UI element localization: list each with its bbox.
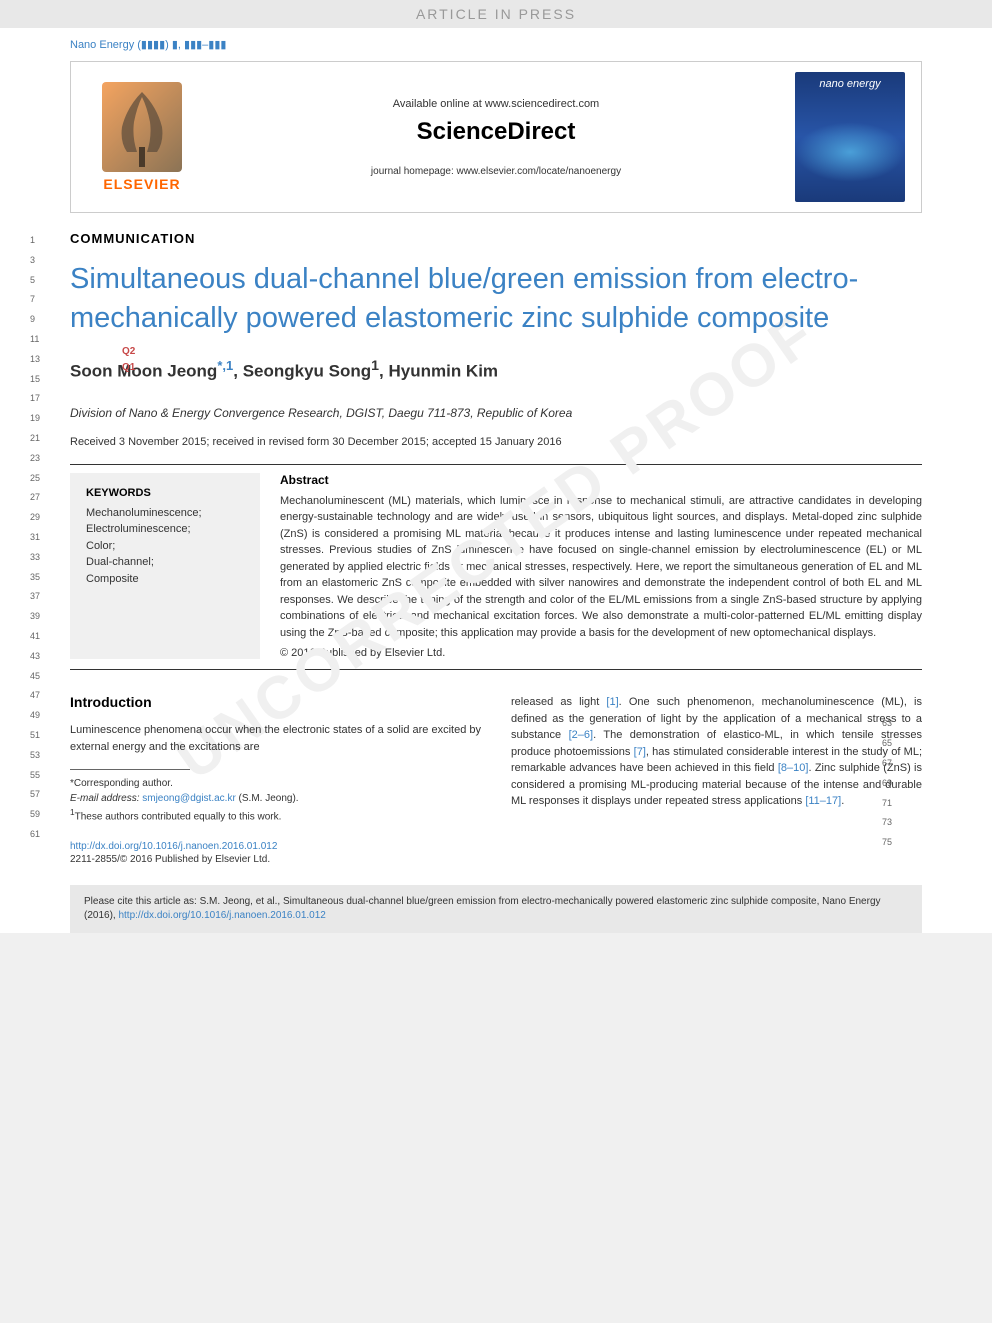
abstract-keywords-row: KEYWORDS Mechanoluminescence;Electrolumi… xyxy=(70,473,922,660)
keywords-title: KEYWORDS xyxy=(86,487,244,499)
abstract-title: Abstract xyxy=(280,473,922,487)
equal-contribution-note: 11These authors contributed equally to t… xyxy=(70,806,481,824)
line-number: 23 xyxy=(30,449,40,469)
line-number: 31 xyxy=(30,528,40,548)
line-number: 19 xyxy=(30,409,40,429)
divider-top xyxy=(70,464,922,465)
publisher-header: ELSEVIER Available online at www.science… xyxy=(70,61,922,213)
line-number: 27 xyxy=(30,488,40,508)
introduction-heading: Introduction xyxy=(70,694,481,710)
line-number: 17 xyxy=(30,389,40,409)
cover-graphic xyxy=(795,122,905,182)
author-3: Hyunmin Kim xyxy=(388,362,498,381)
intro-left-text: Luminescence phenomena occur when the el… xyxy=(70,722,481,755)
keyword-item: Mechanoluminescence; xyxy=(86,505,244,522)
line-number: 39 xyxy=(30,607,40,627)
author-2-sup: 1 xyxy=(371,358,379,374)
email-author-name: (S.M. Jeong). xyxy=(236,793,299,804)
citation-7[interactable]: [7] xyxy=(634,746,646,758)
citation-8-10[interactable]: [8–10] xyxy=(778,762,809,774)
left-column: Introduction Luminescence phenomena occu… xyxy=(70,694,481,864)
q1-marker: Q1 xyxy=(122,362,135,373)
affiliation: Division of Nano & Energy Convergence Re… xyxy=(70,406,922,420)
line-number: 45 xyxy=(30,667,40,687)
author-1: Soon Moon Jeong xyxy=(70,362,217,381)
right-column: released as light [1]. One such phenomen… xyxy=(511,694,922,864)
line-number: 47 xyxy=(30,686,40,706)
corresponding-author-note: *Corresponding author. xyxy=(70,776,481,791)
line-number: 55 xyxy=(30,766,40,786)
keywords-box: KEYWORDS Mechanoluminescence;Electrolumi… xyxy=(70,473,260,660)
line-number: 33 xyxy=(30,548,40,568)
author-list: Soon Moon Jeong*,1, Seongkyu Song1, Hyun… xyxy=(70,358,922,382)
journal-homepage: journal homepage: www.elsevier.com/locat… xyxy=(197,166,795,177)
abstract-copyright: © 2016 Published by Elsevier Ltd. xyxy=(280,647,922,659)
email-footnote: E-mail address: smjeong@dgist.ac.kr (S.M… xyxy=(70,791,481,806)
line-number: 35 xyxy=(30,568,40,588)
doi-block: http://dx.doi.org/10.1016/j.nanoen.2016.… xyxy=(70,841,481,852)
available-online-text: Available online at www.sciencedirect.co… xyxy=(197,98,795,110)
divider-bottom xyxy=(70,669,922,670)
article-in-press-banner: ARTICLE IN PRESS xyxy=(0,0,992,28)
elsevier-label: ELSEVIER xyxy=(103,176,180,192)
author-1-sup: *,1 xyxy=(217,358,233,373)
citation-11-17[interactable]: [11–17] xyxy=(805,795,841,807)
keyword-item: Electroluminescence; xyxy=(86,521,244,538)
line-numbers-left: 1357911131517192123252729313335373941434… xyxy=(30,231,40,845)
line-number: 57 xyxy=(30,785,40,805)
line-number: 59 xyxy=(30,805,40,825)
article-type-label: COMMUNICATION xyxy=(70,231,922,246)
line-number: 53 xyxy=(30,746,40,766)
line-number: 11 xyxy=(30,330,40,350)
line-number: 9 xyxy=(30,310,40,330)
author-2: Seongkyu Song xyxy=(243,362,371,381)
line-number: 37 xyxy=(30,587,40,607)
line-number: 25 xyxy=(30,469,40,489)
header-center: Available online at www.sciencedirect.co… xyxy=(197,98,795,177)
line-number: 15 xyxy=(30,370,40,390)
elsevier-logo-block: ELSEVIER xyxy=(87,82,197,192)
doi-link[interactable]: http://dx.doi.org/10.1016/j.nanoen.2016.… xyxy=(70,841,277,852)
keyword-item: Composite xyxy=(86,571,244,588)
author-email[interactable]: smjeong@dgist.ac.kr xyxy=(142,793,236,804)
line-number: 13 xyxy=(30,350,40,370)
line-number: 29 xyxy=(30,508,40,528)
abstract-text: Mechanoluminescent (ML) materials, which… xyxy=(280,493,922,642)
sciencedirect-brand: ScienceDirect xyxy=(197,118,795,146)
cover-journal-title: nano energy xyxy=(795,72,905,90)
intro-right-text: released as light [1]. One such phenomen… xyxy=(511,694,922,810)
journal-cover-image: nano energy xyxy=(795,72,905,202)
keyword-item: Dual-channel; xyxy=(86,554,244,571)
citation-1[interactable]: [1] xyxy=(606,696,618,708)
issn-copyright: 2211-2855/© 2016 Published by Elsevier L… xyxy=(70,854,481,865)
line-number: 51 xyxy=(30,726,40,746)
email-label: E-mail address: xyxy=(70,793,142,804)
line-number: 43 xyxy=(30,647,40,667)
line-number: 49 xyxy=(30,706,40,726)
journal-cover-block: nano energy xyxy=(795,72,905,202)
line-number: 7 xyxy=(30,290,40,310)
citation-2-6[interactable]: [2–6] xyxy=(569,729,593,741)
article-title: Simultaneous dual-channel blue/green emi… xyxy=(70,260,922,338)
line-number: 1 xyxy=(30,231,40,251)
please-cite-box: Please cite this article as: S.M. Jeong,… xyxy=(70,885,922,933)
keyword-item: Color; xyxy=(86,538,244,555)
abstract-column: Abstract Mechanoluminescent (ML) materia… xyxy=(280,473,922,660)
line-number: 61 xyxy=(30,825,40,845)
line-number: 5 xyxy=(30,271,40,291)
footnote-separator xyxy=(70,769,190,770)
line-number: 21 xyxy=(30,429,40,449)
article-dates: Received 3 November 2015; received in re… xyxy=(70,436,922,448)
line-number: 3 xyxy=(30,251,40,271)
journal-reference: Nano Energy (▮▮▮▮) ▮, ▮▮▮–▮▮▮ xyxy=(0,28,992,57)
q2-marker: Q2 xyxy=(122,346,135,357)
line-number: 41 xyxy=(30,627,40,647)
two-column-body: Introduction Luminescence phenomena occu… xyxy=(70,694,922,864)
elsevier-tree-icon xyxy=(102,82,182,172)
cite-box-doi-link[interactable]: http://dx.doi.org/10.1016/j.nanoen.2016.… xyxy=(118,910,325,921)
